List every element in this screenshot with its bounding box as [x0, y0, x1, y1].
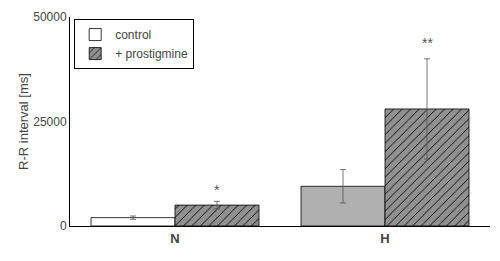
svg-text:*: *: [214, 182, 220, 198]
svg-text:H: H: [380, 231, 389, 246]
svg-text:R-R interval [ms]: R-R interval [ms]: [16, 73, 31, 170]
svg-text:50000: 50000: [33, 10, 67, 24]
svg-text:N: N: [170, 231, 179, 246]
svg-text:25000: 25000: [33, 115, 67, 129]
svg-text:**: **: [422, 35, 433, 51]
svg-text:control: control: [115, 28, 151, 42]
svg-text:+ prostigmine: + prostigmine: [115, 47, 188, 61]
svg-text:0: 0: [60, 219, 67, 233]
